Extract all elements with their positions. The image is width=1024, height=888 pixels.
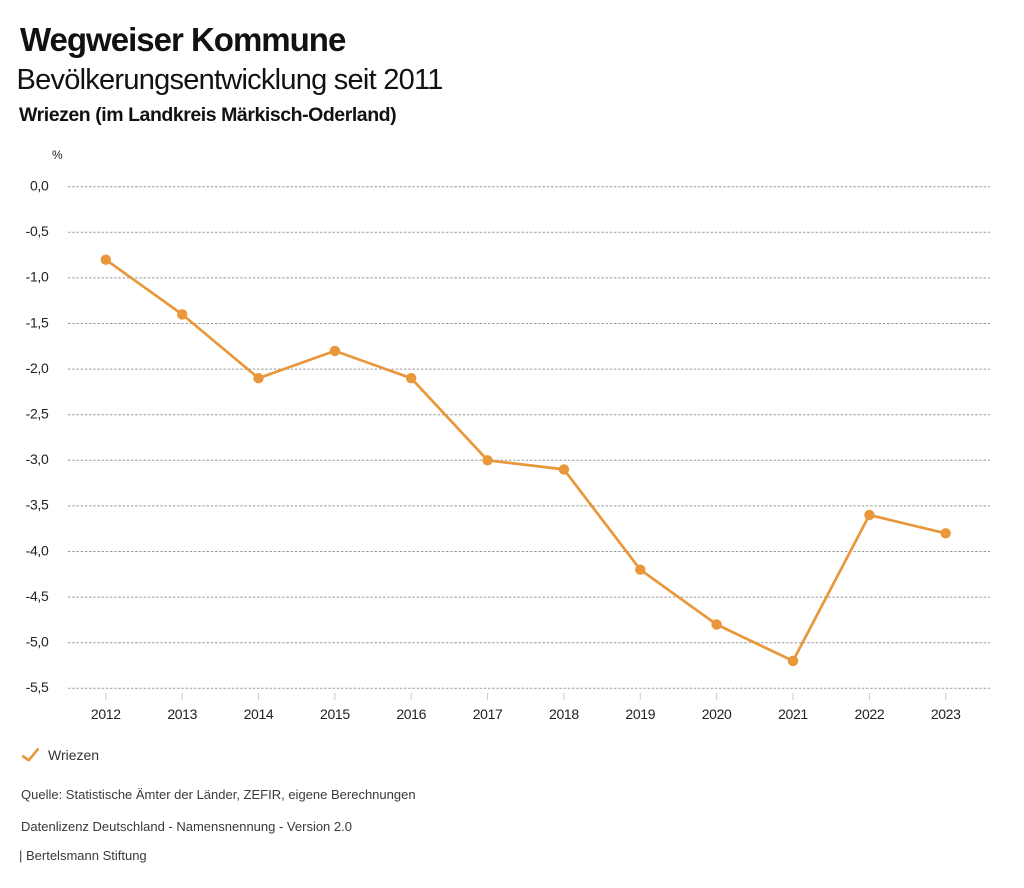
- svg-text:-5,0: -5,0: [26, 634, 49, 650]
- svg-text:2013: 2013: [167, 706, 197, 722]
- svg-text:2014: 2014: [244, 706, 274, 722]
- svg-text:2018: 2018: [549, 706, 579, 722]
- svg-text:-1,5: -1,5: [26, 314, 49, 330]
- svg-text:2019: 2019: [625, 706, 655, 722]
- svg-text:-4,0: -4,0: [26, 542, 49, 558]
- svg-text:-3,0: -3,0: [26, 451, 49, 467]
- svg-text:2017: 2017: [473, 706, 503, 722]
- svg-text:-2,0: -2,0: [26, 360, 49, 376]
- svg-text:2023: 2023: [931, 706, 961, 722]
- svg-text:2012: 2012: [91, 706, 121, 722]
- svg-text:2020: 2020: [702, 706, 732, 722]
- svg-text:2022: 2022: [855, 706, 885, 722]
- svg-text:2016: 2016: [396, 706, 426, 722]
- svg-text:Wriezen: Wriezen: [48, 747, 99, 763]
- svg-text:2021: 2021: [778, 706, 808, 722]
- svg-text:-3,5: -3,5: [26, 497, 49, 513]
- svg-text:2015: 2015: [320, 706, 350, 722]
- svg-text:-0,5: -0,5: [26, 223, 49, 239]
- svg-text:-2,5: -2,5: [26, 406, 49, 422]
- svg-text:%: %: [52, 148, 63, 162]
- svg-text:-5,5: -5,5: [26, 679, 49, 695]
- svg-text:-1,0: -1,0: [26, 269, 49, 285]
- svg-text:-4,5: -4,5: [26, 588, 49, 604]
- svg-text:0,0: 0,0: [30, 178, 49, 194]
